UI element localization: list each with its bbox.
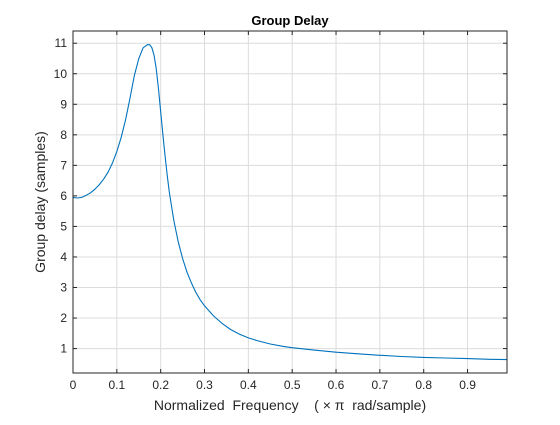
- y-tick-label: 10: [54, 67, 68, 81]
- y-tick-label: 4: [60, 250, 67, 264]
- y-tick-label: 8: [60, 128, 67, 142]
- y-axis-label: Group delay (samples): [32, 131, 48, 273]
- x-tick-label: 0: [70, 378, 77, 392]
- grid: [72, 31, 507, 373]
- x-tick-label: 0.2: [152, 378, 169, 392]
- axes-box: [72, 30, 508, 374]
- x-tick-label: 0.6: [328, 378, 345, 392]
- x-tick-label: 0.8: [415, 378, 432, 392]
- x-axis-label: Normalized Frequency ( × π rad/sample): [154, 397, 426, 413]
- y-tick-label: 11: [55, 36, 68, 50]
- group-delay-line: [72, 44, 508, 361]
- x-tick-label: 0.1: [108, 378, 125, 392]
- x-tick-label: 0.7: [372, 378, 389, 392]
- y-tick-label: 7: [60, 158, 67, 172]
- x-tick-label: 0.4: [240, 378, 257, 392]
- x-tick-label: 0.3: [196, 378, 213, 392]
- y-tick-label: 3: [60, 281, 67, 295]
- y-tick-label: 5: [60, 219, 67, 233]
- y-tick-label: 2: [60, 311, 67, 325]
- plot-area: [72, 30, 508, 374]
- series-layer: [72, 44, 508, 361]
- ticks: 0 0.1 0.2 0.3 0.4 0.5 0.6 0.7 0.8 0.9 1 2 3 4 5 6 7 8 9 10 1…: [54, 31, 507, 392]
- y-tick-label: 1: [60, 342, 67, 356]
- chart-title: Group Delay: [251, 13, 329, 28]
- y-tick-label: 9: [60, 97, 67, 111]
- y-tick-label: 6: [60, 189, 67, 203]
- x-tick-label: 0.5: [284, 378, 301, 392]
- x-tick-label: 0.9: [459, 378, 476, 392]
